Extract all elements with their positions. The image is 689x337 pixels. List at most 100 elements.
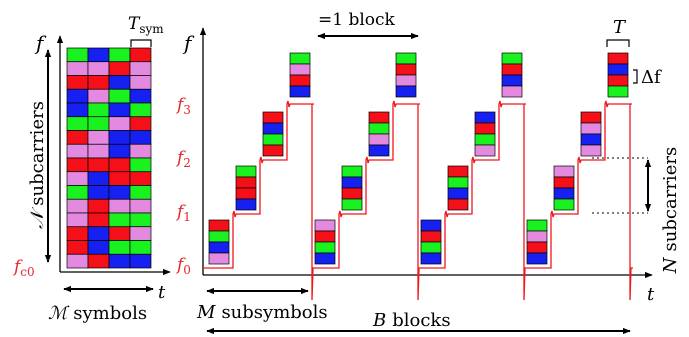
subsymbol-cell — [474, 133, 496, 146]
fc0-label: fc0 — [12, 257, 35, 279]
grid-cell — [108, 171, 131, 186]
t-label: T — [613, 17, 627, 38]
subsymbol-cell — [553, 176, 575, 189]
subsymbol-cell — [262, 144, 284, 157]
grid-cell — [129, 185, 152, 200]
grid-cell — [66, 253, 89, 269]
grid-cell — [87, 198, 110, 214]
f2-label: f2 — [175, 148, 191, 170]
subsymbol-cell — [208, 241, 230, 254]
grid-cell — [66, 226, 89, 241]
grid-cell — [129, 198, 152, 214]
grid-cell — [129, 157, 152, 173]
subsymbol-cell — [368, 111, 390, 124]
grid-cell — [108, 185, 131, 200]
subsymbol-cell — [526, 252, 548, 265]
subsymbol-cell — [341, 165, 363, 178]
grid-cell — [87, 185, 110, 200]
grid-cell — [108, 198, 131, 214]
subsymbol-cell — [314, 230, 336, 243]
subsymbol-cell — [208, 230, 230, 243]
grid-cell — [66, 143, 89, 159]
grid-cell — [129, 75, 152, 90]
grid-cell — [129, 240, 152, 255]
grid-cell — [108, 116, 131, 131]
grid-cell — [66, 47, 89, 63]
subsymbol-cell — [208, 252, 230, 265]
grid-cell — [66, 102, 89, 118]
subsymbol-cell — [395, 52, 417, 65]
grid-cell — [108, 61, 131, 76]
grid-cell — [129, 88, 152, 104]
subsymbol-cell — [314, 219, 336, 232]
grid-cell — [108, 47, 131, 63]
subsymbol-cell — [607, 85, 629, 98]
grid-cell — [87, 130, 110, 145]
right-axis-f-label: f — [182, 31, 195, 55]
subsymbol-cell — [368, 122, 390, 135]
grid-cell — [87, 47, 110, 63]
subsymbol-cell — [208, 219, 230, 232]
subsymbol-cell — [580, 144, 602, 157]
left-resource-grid — [66, 47, 152, 269]
grid-cell — [66, 240, 89, 255]
subsymbol-cell — [501, 63, 523, 76]
subsymbol-cell — [580, 111, 602, 124]
grid-cell — [66, 116, 89, 131]
subsymbol-cell — [262, 122, 284, 135]
subsymbol-cell — [420, 241, 442, 254]
grid-cell — [108, 143, 131, 159]
subsymbol-cell — [607, 63, 629, 76]
grid-cell — [129, 226, 152, 241]
subsymbol-cell — [289, 85, 311, 98]
grid-cell — [129, 47, 152, 63]
subsymbol-cell — [447, 165, 469, 178]
grid-cell — [108, 157, 131, 173]
subsymbol-cell — [314, 252, 336, 265]
grid-cell — [87, 116, 110, 131]
grid-cell — [87, 253, 110, 269]
n-subcarriers-label: Nsubcarriers — [660, 147, 681, 274]
subsymbol-cell — [289, 52, 311, 65]
subsymbol-cell — [580, 133, 602, 146]
subsymbol-cell — [368, 133, 390, 146]
f3-label: f3 — [175, 95, 191, 117]
subsymbol-cell — [501, 74, 523, 87]
subsymbol-cell — [368, 144, 390, 157]
grid-cell — [87, 240, 110, 255]
subcarriers-label: 𝒩subcarriers — [27, 101, 48, 229]
grid-cell — [66, 212, 89, 228]
subsymbol-cell — [607, 52, 629, 65]
subsymbol-blocks — [208, 52, 629, 265]
subsymbol-cell — [314, 241, 336, 254]
hopping-signal — [203, 100, 633, 301]
subsymbol-cell — [474, 122, 496, 135]
left-axis-t-label: t — [158, 282, 166, 303]
grid-cell — [87, 143, 110, 159]
subsymbol-cell — [235, 198, 257, 211]
grid-cell — [108, 102, 131, 118]
subsymbol-cell — [447, 187, 469, 200]
subsymbol-cell — [235, 176, 257, 189]
grid-cell — [87, 61, 110, 76]
subsymbol-cell — [526, 219, 548, 232]
grid-cell — [87, 226, 110, 241]
grid-cell — [108, 130, 131, 145]
grid-cell — [87, 212, 110, 228]
grid-cell — [87, 88, 110, 104]
grid-cell — [108, 88, 131, 104]
grid-cell — [129, 61, 152, 76]
subsymbol-cell — [341, 187, 363, 200]
f0-label: f0 — [175, 255, 191, 277]
grid-cell — [129, 212, 152, 228]
delta-f-bracket — [633, 69, 638, 84]
grid-cell — [129, 143, 152, 159]
subsymbol-cell — [501, 52, 523, 65]
subsymbol-cell — [553, 187, 575, 200]
grid-cell — [129, 130, 152, 145]
grid-cell — [66, 61, 89, 76]
grid-cell — [87, 75, 110, 90]
subsymbol-cell — [262, 133, 284, 146]
grid-cell — [66, 88, 89, 104]
grid-cell — [87, 171, 110, 186]
